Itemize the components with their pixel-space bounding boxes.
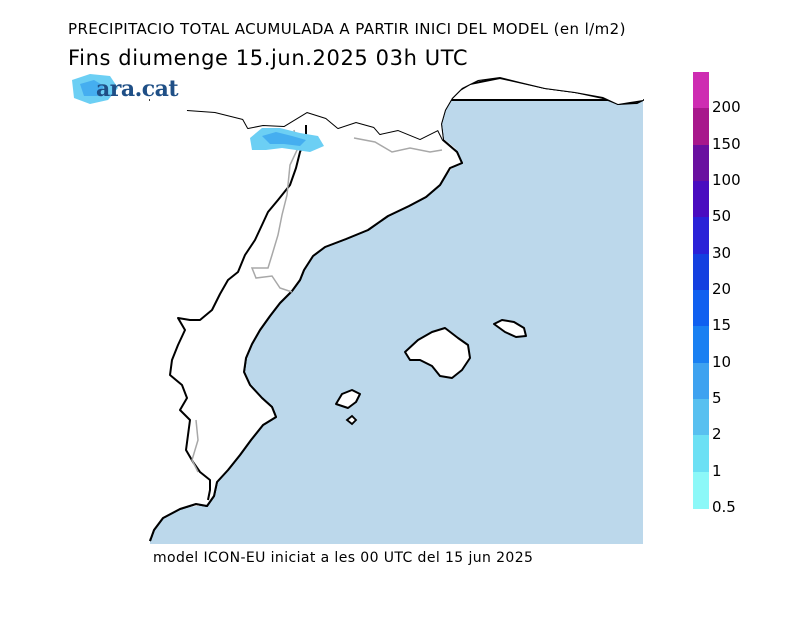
province-borders	[191, 129, 443, 473]
legend-swatch-20	[693, 253, 709, 291]
legend-swatch-30	[693, 217, 709, 255]
legend-label: 50	[712, 207, 732, 226]
legend-swatch-15	[693, 290, 709, 327]
legend-label: 150	[712, 134, 741, 153]
france-land	[150, 72, 643, 140]
legend-swatch-200	[693, 72, 709, 109]
menorca	[493, 319, 527, 338]
legend-swatch-50	[693, 181, 709, 218]
legend-label: 5	[712, 389, 722, 407]
western-border	[169, 125, 307, 501]
mallorca	[404, 327, 471, 379]
legend-swatch-100	[693, 144, 709, 182]
ibiza	[335, 389, 361, 409]
model-footer: model ICON-EU iniciat a les 00 UTC del 1…	[153, 550, 534, 566]
legend-swatch-10	[693, 326, 709, 364]
ara-cat-logo: ara.cat	[96, 76, 179, 102]
legend-label: 30	[712, 243, 732, 262]
legend-swatch-150	[693, 108, 709, 146]
precip-area-pyrenees-core	[262, 132, 306, 146]
legend-label: 2	[712, 425, 722, 444]
map-title: PRECIPITACIO TOTAL ACUMULADA A PARTIR IN…	[68, 20, 626, 38]
legend-label: 10	[712, 352, 732, 371]
legend-label: 100	[712, 171, 741, 189]
legend-swatch-5	[693, 362, 709, 400]
legend-label: 1	[712, 461, 722, 480]
legend-label: 0.5	[712, 498, 736, 516]
western-land	[150, 100, 462, 541]
formentera	[345, 414, 358, 426]
legend-swatch-2	[693, 399, 709, 436]
legend-label: 200	[712, 98, 741, 117]
legend-swatch-1	[693, 435, 709, 473]
map-subtitle: Fins diumenge 15.jun.2025 03h UTC	[68, 46, 469, 70]
legend-label: 15	[712, 316, 732, 335]
precip-area-northwest-core	[80, 80, 104, 96]
legend-swatch-0.5	[693, 471, 709, 509]
legend-label: 20	[712, 280, 732, 298]
